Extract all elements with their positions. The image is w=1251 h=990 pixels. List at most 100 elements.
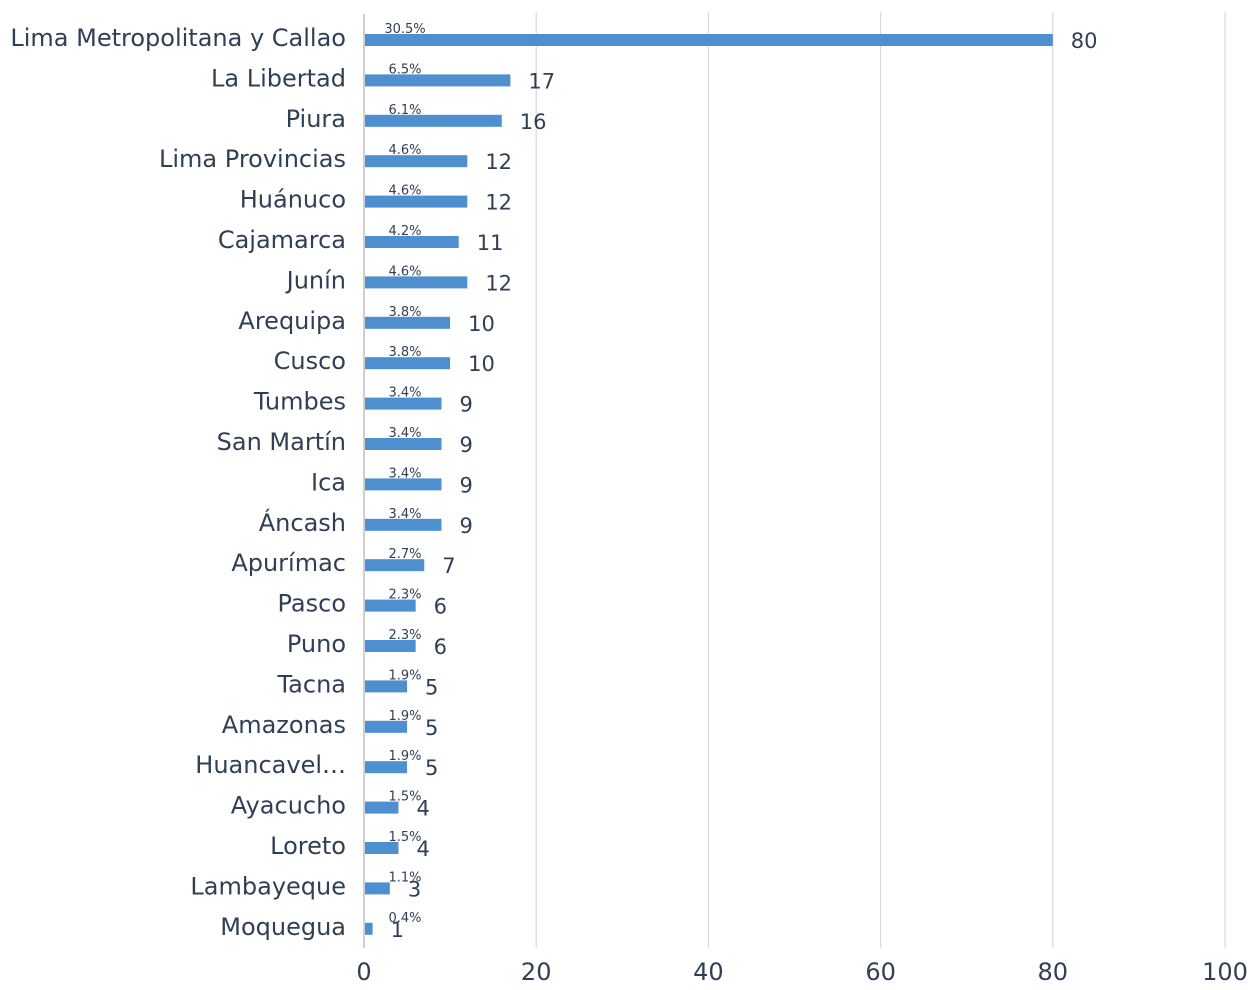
- bar: [365, 438, 442, 450]
- category-label: Tumbes: [253, 388, 346, 416]
- value-label: 4: [416, 797, 429, 821]
- category-label: Piura: [286, 105, 346, 133]
- percent-label: 2.3%: [388, 628, 421, 643]
- category-label: Áncash: [259, 508, 346, 537]
- percent-label: 6.1%: [388, 103, 421, 118]
- value-label: 16: [520, 110, 547, 134]
- x-tick-label: 100: [1202, 958, 1248, 985]
- value-label: 80: [1071, 29, 1098, 53]
- bar: [365, 155, 468, 168]
- value-label: 10: [468, 312, 495, 336]
- bar: [365, 559, 425, 572]
- category-label: Amazonas: [222, 711, 346, 739]
- value-label: 9: [459, 514, 472, 538]
- category-label: Huánuco: [240, 186, 346, 214]
- bar: [365, 801, 399, 814]
- percent-label: 4.2%: [388, 224, 421, 239]
- bar: [365, 397, 442, 410]
- percent-label: 4.6%: [388, 184, 421, 199]
- value-label: 12: [485, 191, 512, 215]
- value-label: 4: [416, 837, 429, 861]
- category-label: San Martín: [217, 428, 346, 456]
- bar: [365, 236, 459, 248]
- percent-label: 1.5%: [388, 790, 421, 805]
- bar: [365, 114, 502, 127]
- bar: [365, 922, 373, 935]
- value-label: 5: [425, 756, 438, 780]
- percent-label: 1.9%: [388, 668, 421, 683]
- value-label: 12: [485, 150, 512, 174]
- value-label: 10: [468, 352, 495, 376]
- category-label: Ayacucho: [231, 792, 346, 820]
- x-axis-ticks: 0 20 40 60 80 100: [356, 958, 1248, 986]
- value-label: 6: [434, 595, 447, 619]
- category-label: Junín: [285, 266, 346, 294]
- bar: [365, 882, 390, 895]
- bar: [365, 195, 468, 208]
- labels: Lima Metropolitana y Callao 30.5% 80 La Lib…: [10, 22, 1097, 942]
- category-label: Ica: [311, 468, 346, 496]
- bar: [365, 74, 511, 87]
- bar: [365, 842, 399, 854]
- value-label: 9: [459, 473, 472, 497]
- percent-label: 3.8%: [388, 305, 421, 320]
- value-label: 17: [528, 69, 555, 93]
- value-label: 1: [391, 918, 404, 942]
- bar: [365, 680, 408, 693]
- bar: [365, 518, 442, 531]
- value-label: 6: [434, 635, 447, 659]
- x-tick-label: 80: [1038, 958, 1069, 985]
- percent-label: 1.9%: [388, 709, 421, 724]
- x-tick-label: 20: [521, 958, 552, 985]
- percent-label: 3.4%: [388, 507, 421, 522]
- percent-label: 4.6%: [388, 264, 421, 279]
- category-label: Cajamarca: [218, 226, 346, 254]
- percent-label: 3.4%: [388, 426, 421, 441]
- percent-label: 1.1%: [388, 870, 421, 885]
- value-label: 3: [408, 877, 421, 901]
- category-label: Lima Provincias: [159, 145, 346, 173]
- bar: [365, 720, 408, 733]
- bar: [365, 34, 1053, 46]
- percent-label: 3.8%: [388, 345, 421, 360]
- x-tick-label: 40: [693, 958, 724, 985]
- bar: [365, 357, 451, 370]
- category-label: Cusco: [274, 347, 346, 375]
- gridlines: [363, 12, 1226, 948]
- category-label: La Libertad: [211, 64, 346, 92]
- value-label: 12: [485, 271, 512, 295]
- value-label: 9: [459, 433, 472, 457]
- category-label: Lima Metropolitana y Callao: [10, 24, 346, 52]
- value-label: 5: [425, 675, 438, 699]
- value-label: 7: [442, 554, 455, 578]
- value-label: 11: [477, 231, 504, 255]
- bar: [365, 478, 442, 491]
- bar: [365, 640, 416, 652]
- percent-label: 2.7%: [388, 547, 421, 562]
- percent-label: 0.4%: [388, 911, 421, 926]
- percent-label: 4.6%: [388, 143, 421, 158]
- percent-label: 2.3%: [388, 588, 421, 603]
- percent-label: 3.4%: [388, 386, 421, 401]
- x-tick-label: 60: [865, 958, 896, 985]
- x-tick-label: 0: [356, 958, 371, 985]
- bars: [365, 34, 1053, 935]
- category-label: Puno: [287, 630, 346, 658]
- bar: [365, 761, 408, 774]
- bar: [365, 316, 451, 329]
- category-label: Tacna: [276, 670, 346, 698]
- category-label: Arequipa: [238, 307, 346, 335]
- bar: [365, 276, 468, 289]
- percent-label: 1.9%: [388, 749, 421, 764]
- percent-label: 6.5%: [388, 62, 421, 77]
- category-label: Loreto: [270, 832, 346, 860]
- bar: [365, 599, 416, 612]
- category-label: Moquegua: [220, 913, 346, 941]
- category-label: Pasco: [278, 590, 346, 618]
- percent-label: 1.5%: [388, 830, 421, 845]
- category-label: Lambayeque: [190, 872, 346, 900]
- value-label: 5: [425, 716, 438, 740]
- percent-label: 3.4%: [388, 466, 421, 481]
